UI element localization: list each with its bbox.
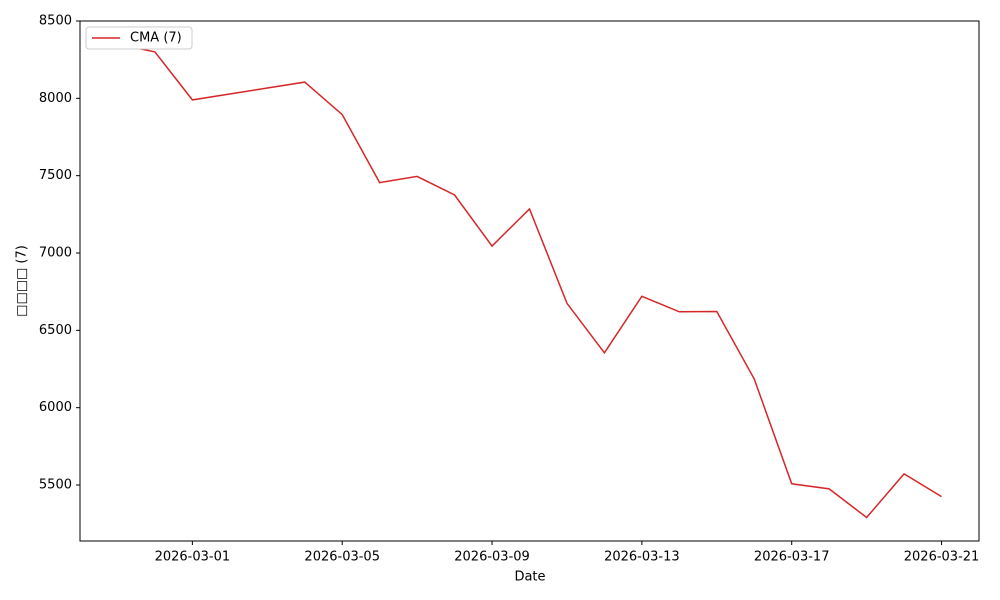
x-tick-label: 2026-03-01 [155, 550, 231, 565]
x-tick-label: 2026-03-05 [304, 550, 380, 565]
y-tick-label: 6000 [39, 400, 72, 415]
y-tick-label: 8000 [39, 91, 72, 106]
x-tick-label: 2026-03-13 [604, 550, 680, 565]
x-tick-label: 2026-03-21 [904, 550, 980, 565]
legend-label: CMA (7) [130, 31, 182, 46]
y-tick-label: 7000 [39, 246, 72, 261]
x-tick-label: 2026-03-09 [454, 550, 530, 565]
line-series [117, 43, 942, 519]
y-tick-label: 6500 [39, 323, 72, 338]
legend-box [85, 26, 193, 50]
y-tick-label: 8500 [39, 14, 72, 29]
x-tick-label: 2026-03-17 [754, 550, 830, 565]
y-tick-label: 5500 [39, 478, 72, 493]
y-axis-label: □□□□ (7) [15, 245, 30, 317]
y-tick-label: 7500 [39, 168, 72, 183]
plot-frame [79, 20, 980, 542]
x-axis-label: Date [514, 570, 545, 585]
